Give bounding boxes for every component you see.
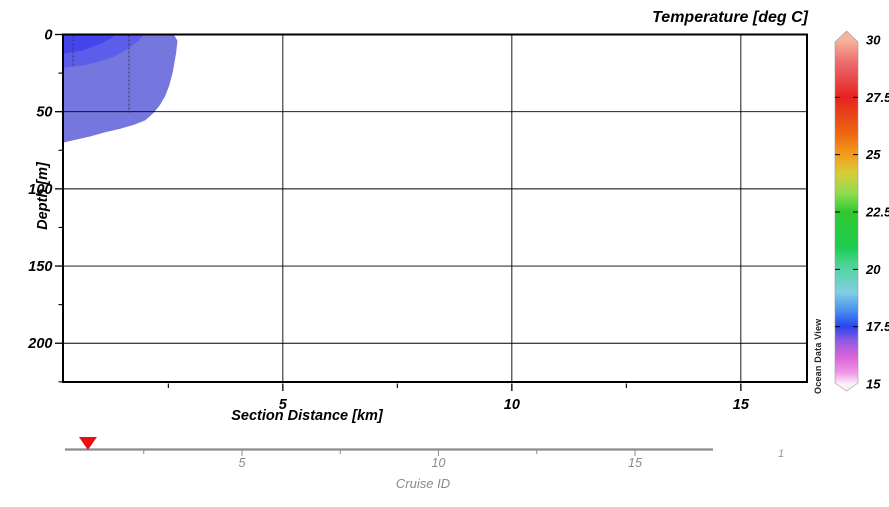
- y-axis-label: Depth [m]: [35, 161, 51, 230]
- plot-title: Temperature [deg C]: [652, 9, 809, 26]
- temperature-fill-region-2: [63, 34, 117, 54]
- gridlines: [63, 35, 807, 382]
- colorbar-tick-label: 15: [866, 376, 881, 391]
- station-profile-lines: [72, 35, 130, 113]
- plot-area-border[interactable]: [62, 33, 808, 383]
- colorbar-tick-label: 30: [866, 33, 881, 48]
- x-tick-label: 15: [733, 397, 750, 413]
- colorbar-tick-label: 20: [865, 262, 881, 277]
- y-tick-label: 0: [44, 28, 52, 44]
- cruise-id-axis-label: Cruise ID: [396, 476, 450, 491]
- x-tick-label: 10: [504, 397, 520, 413]
- odv-watermark: Ocean Data View: [813, 318, 823, 394]
- y-tick-label: 150: [28, 259, 52, 275]
- colorbar-bar: [834, 30, 859, 392]
- cruise-axis-tick-label: 10: [432, 456, 446, 470]
- y-tick-label: 100: [28, 182, 52, 198]
- colorbar-tick-label: 25: [865, 147, 881, 162]
- current-station-marker[interactable]: [78, 437, 97, 450]
- colorbar: 30 27.5 25 22.5 20 17.5 15: [834, 30, 889, 392]
- cruise-id-value-label: 1: [778, 448, 784, 460]
- colorbar-tick-label: 22.5: [865, 204, 889, 219]
- y-tick-label: 50: [36, 105, 52, 121]
- x-tick-label: 5: [279, 397, 288, 413]
- x-axis-label: Section Distance [km]: [231, 408, 384, 424]
- cruise-axis-tick-label: 15: [628, 456, 642, 470]
- y-tick-label: 200: [27, 336, 52, 352]
- cruise-id-axis: 5 10 15: [65, 437, 713, 470]
- temperature-contour-fills: [63, 34, 178, 143]
- colorbar-tick-label: 27.5: [865, 90, 889, 105]
- cruise-axis-tick-label: 5: [239, 456, 246, 470]
- colorbar-tick-label: 17.5: [866, 319, 889, 334]
